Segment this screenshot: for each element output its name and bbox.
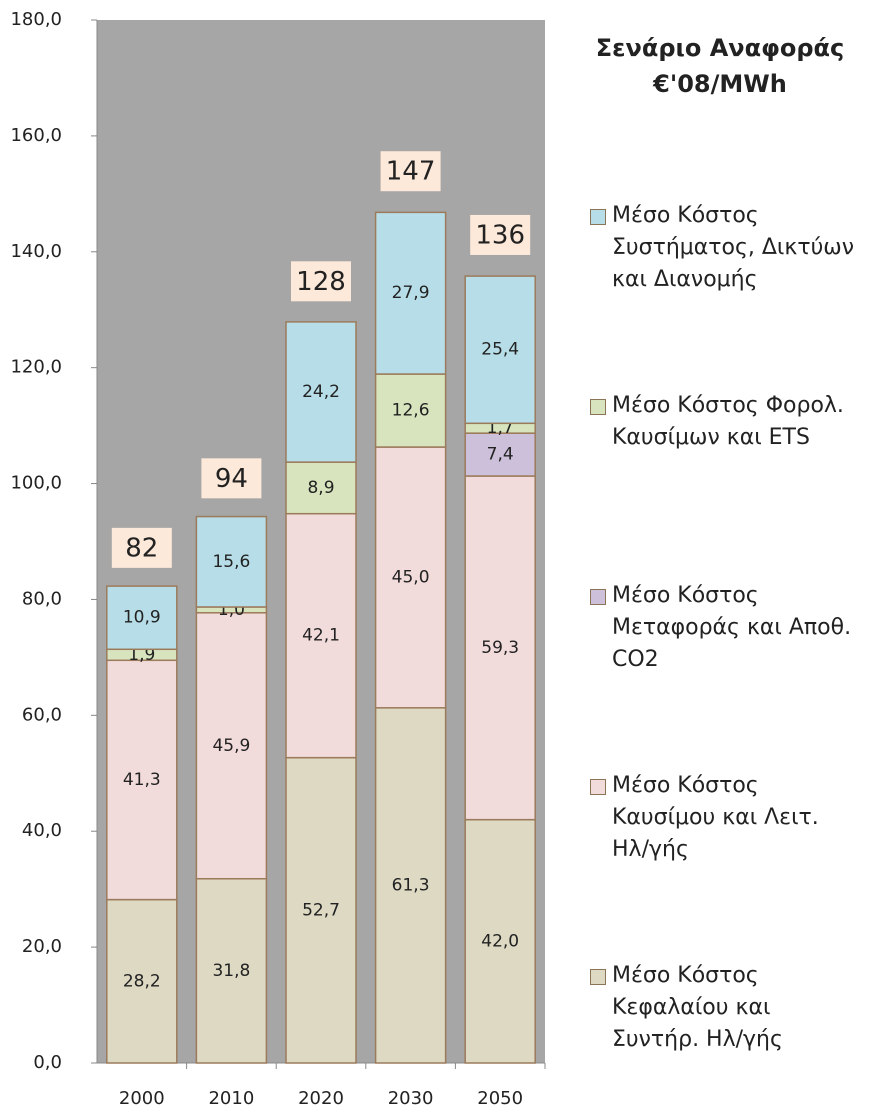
legend-item: Μέσο Κόστος Κεφαλαίου και Συντήρ. Ηλ/γής (590, 960, 860, 1056)
total-label: 94 (215, 464, 248, 494)
legend-item: Μέσο Κόστος Μεταφοράς και Αποθ. CO2 (590, 580, 860, 676)
y-tick-label: 120,0 (10, 357, 62, 378)
legend-label: Μέσο Κόστος Καυσίμου και Λειτ. Ηλ/γής (612, 773, 819, 862)
bar-segment (195, 515, 268, 608)
legend-label: Μέσο Κόστος Μεταφοράς και Αποθ. CO2 (612, 583, 852, 672)
total-label: 128 (296, 267, 346, 297)
legend-swatch (590, 589, 606, 605)
value-label: 12,6 (392, 401, 430, 421)
bar-segment (374, 373, 447, 448)
y-tick-label: 100,0 (10, 473, 62, 494)
chart-subtitle: €'08/MWh (653, 70, 787, 98)
value-label: 15,6 (212, 552, 250, 572)
bar-segment (285, 756, 357, 1064)
y-tick-label: 20,0 (22, 936, 62, 957)
legend-swatch (590, 779, 606, 795)
legend-label: Μέσο Κόστος Φορολ. Καυσίμων και ETS (612, 393, 844, 450)
total-label: 147 (386, 157, 436, 187)
y-tick-label: 140,0 (10, 241, 62, 262)
value-label: 27,9 (392, 283, 430, 303)
value-label: 42,0 (481, 931, 519, 951)
x-tick-label: 2050 (477, 1088, 523, 1109)
bar-segment (106, 585, 178, 651)
bar-segment (195, 612, 268, 880)
legend-item: Μέσο Κόστος Φορολ. Καυσίμων και ETS (590, 390, 860, 454)
title-block: Σενάριο Αναφοράς €'08/MWh (570, 30, 870, 102)
bar-segment (374, 446, 447, 709)
value-label: 28,2 (123, 971, 161, 991)
legend-label: Μέσο Κόστος Συστήματος, Δικτύων και Διαν… (612, 203, 855, 292)
value-label: 45,9 (212, 736, 250, 756)
value-label: 45,0 (392, 567, 430, 587)
value-label: 42,1 (302, 626, 340, 646)
legend-item: Μέσο Κόστος Συστήματος, Δικτύων και Διαν… (590, 200, 860, 296)
bar-segment (285, 461, 357, 515)
total-box (111, 527, 172, 568)
x-tick-label: 2000 (119, 1088, 165, 1109)
chart-title: Σενάριο Αναφοράς (595, 34, 845, 62)
y-tick-label: 40,0 (22, 820, 62, 841)
bar-segment (464, 475, 536, 821)
value-label: 59,3 (481, 638, 519, 658)
value-label: 31,8 (212, 961, 250, 981)
total-box (201, 458, 262, 499)
legend-label: Μέσο Κόστος Κεφαλαίου και Συντήρ. Ηλ/γής (612, 963, 783, 1052)
bar-segment (285, 512, 357, 759)
value-label: 61,3 (392, 875, 430, 895)
value-label: 52,7 (302, 900, 340, 920)
legend-swatch (590, 399, 606, 415)
total-label: 82 (125, 533, 158, 563)
bar-segment (464, 275, 536, 425)
value-label: 7,4 (487, 445, 514, 465)
bar-segment (374, 707, 447, 1064)
total-box (380, 151, 441, 192)
x-tick-label: 2010 (208, 1088, 254, 1109)
y-tick-label: 0,0 (33, 1052, 62, 1073)
value-label: 24,2 (302, 382, 340, 402)
legend-swatch (590, 209, 606, 225)
y-tick-label: 60,0 (22, 704, 62, 725)
y-tick-label: 160,0 (10, 125, 62, 146)
value-label: 25,4 (481, 340, 519, 360)
x-tick-label: 2020 (298, 1088, 344, 1109)
y-tick-label: 180,0 (10, 9, 62, 30)
legend-item: Μέσο Κόστος Καυσίμου και Λειτ. Ηλ/γής (590, 770, 860, 866)
total-box (291, 261, 351, 302)
bar-segment (195, 877, 268, 1064)
bar-segment (106, 659, 178, 901)
y-tick-label: 80,0 (22, 588, 62, 609)
bar-segment (374, 211, 447, 375)
value-label: 41,3 (123, 770, 161, 790)
total-label: 136 (475, 220, 525, 250)
bar-segment (106, 898, 178, 1064)
bar-segment (285, 321, 357, 463)
legend-swatch (590, 969, 606, 985)
value-label: 8,9 (307, 478, 334, 498)
total-box (470, 214, 531, 255)
value-label: 10,9 (123, 608, 161, 628)
x-tick-label: 2030 (388, 1088, 434, 1109)
